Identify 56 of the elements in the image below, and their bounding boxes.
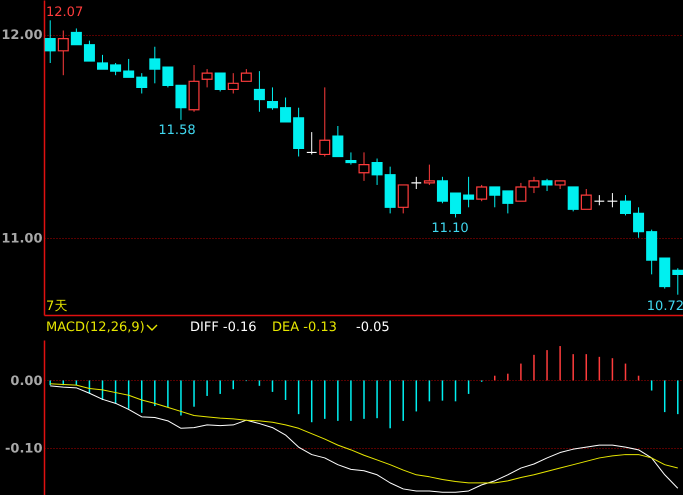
y-tick-label: -0.10: [5, 441, 42, 456]
candlestick: [280, 97, 292, 123]
candlestick: [70, 28, 82, 46]
candlestick: [214, 72, 226, 92]
candlestick: [568, 186, 579, 212]
candlestick: [266, 86, 278, 110]
candlestick: [175, 84, 186, 120]
candlestick: [58, 30, 69, 76]
candlestick: [228, 72, 239, 94]
candlestick: [436, 176, 448, 204]
annotation: 11.10: [431, 221, 469, 236]
candlestick: [136, 72, 148, 94]
candlestick: [97, 54, 108, 70]
text: -0.05: [356, 320, 390, 335]
text: DEA -0.13: [272, 320, 337, 335]
candlestick: [149, 46, 160, 84]
candlestick: [110, 62, 122, 76]
y-tick-label: 0.00: [10, 374, 42, 389]
text: DIFF -0.16: [190, 320, 257, 335]
chart-title: MACD(12,26,9): [46, 320, 145, 335]
candlestick: [542, 178, 553, 192]
candlestick: [202, 68, 213, 88]
candlestick: [463, 176, 474, 208]
candlestick: [672, 268, 683, 296]
candlestick: [254, 70, 265, 112]
annotation: 10.72: [646, 299, 683, 314]
candlestick: [594, 194, 605, 206]
annotation: 11.58: [158, 123, 196, 138]
candlestick: [528, 176, 540, 194]
candlestick: [372, 158, 383, 186]
y-tick-label: 12.00: [1, 28, 42, 44]
candlestick: [450, 192, 462, 218]
candlestick: [44, 20, 56, 64]
candlestick: [240, 68, 252, 82]
candlestick: [306, 132, 318, 155]
candlestick: [633, 206, 644, 238]
candlestick: [620, 194, 631, 216]
candlestick: [515, 182, 526, 202]
candlestick: [502, 190, 514, 214]
candlestick: [606, 192, 618, 208]
candlestick: [398, 184, 409, 214]
candlestick: [489, 186, 500, 208]
candlestick: [424, 164, 435, 186]
candlestick: [319, 86, 330, 157]
candlestick: [358, 152, 370, 182]
candlestick: [162, 66, 174, 88]
candlestick: [580, 188, 592, 210]
annotation: 7天: [46, 299, 68, 314]
candlestick: [476, 184, 488, 202]
candlestick: [123, 58, 134, 78]
candlestick: [84, 40, 95, 62]
candlestick: [345, 152, 356, 166]
y-tick-label: 11.00: [1, 231, 42, 246]
annotation: 12.07: [46, 5, 84, 20]
candlestick: [332, 126, 344, 158]
candlestick: [410, 176, 422, 190]
